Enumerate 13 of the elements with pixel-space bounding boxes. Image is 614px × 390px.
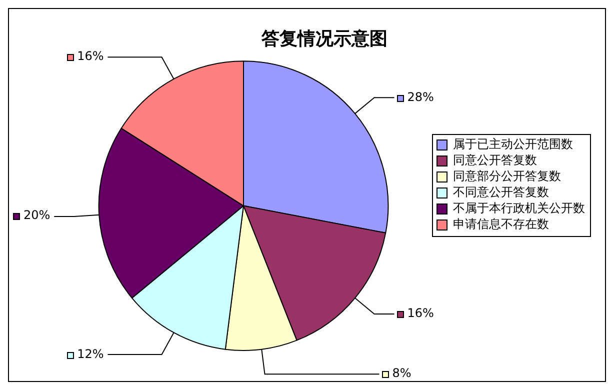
legend-label: 不同意公开答复数 bbox=[453, 185, 549, 200]
data-label: 8% bbox=[392, 366, 412, 382]
data-label: 20% bbox=[23, 208, 50, 224]
data-label: 12% bbox=[77, 346, 104, 362]
legend-label: 属于已主动公开范围数 bbox=[453, 137, 573, 152]
legend-label: 同意公开答复数 bbox=[453, 153, 537, 168]
chart-title: 答复情况示意图 bbox=[260, 28, 388, 50]
legend-label: 同意部分公开答复数 bbox=[453, 169, 561, 184]
data-label: 28% bbox=[407, 90, 434, 105]
data-label: 16% bbox=[77, 49, 104, 64]
legend-label: 不属于本行政机关公开数 bbox=[453, 201, 585, 216]
data-label: 16% bbox=[407, 306, 434, 321]
legend-label: 申请信息不存在数 bbox=[453, 217, 549, 232]
